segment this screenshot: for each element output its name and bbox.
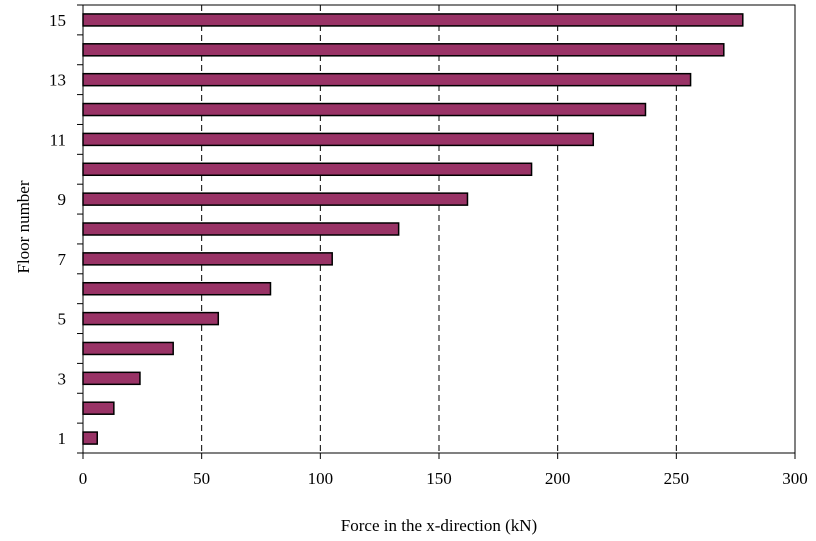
bar [82, 222, 400, 236]
bar [82, 431, 98, 445]
x-tick-labels: 0 50 100 150 200 250 300 [79, 469, 808, 488]
bar [82, 401, 115, 415]
y-tick-label: 13 [49, 71, 66, 90]
y-tick-label: 1 [58, 429, 67, 448]
bar [82, 192, 469, 206]
x-tick-label: 0 [79, 469, 88, 488]
x-tick-label: 300 [782, 469, 808, 488]
y-tick-label: 11 [50, 130, 66, 149]
bar [82, 162, 533, 177]
y-tick-label: 15 [49, 11, 66, 30]
y-tick-label: 7 [58, 250, 67, 269]
bar [82, 102, 647, 117]
x-tick-label: 200 [545, 469, 571, 488]
x-tick-label: 50 [193, 469, 210, 488]
bar [82, 371, 141, 386]
y-tick-label: 5 [58, 310, 67, 329]
bars [82, 13, 744, 445]
bar [82, 132, 595, 147]
bar [82, 72, 692, 87]
bar [82, 341, 174, 356]
y-tick-label: 9 [58, 190, 67, 209]
bar [82, 252, 333, 266]
y-axis-title: Floor number [14, 180, 33, 273]
x-tick-label: 100 [308, 469, 334, 488]
bar [82, 43, 725, 57]
bar [82, 281, 272, 296]
x-tick-label: 250 [664, 469, 690, 488]
bar [82, 311, 220, 326]
x-tick-label: 150 [426, 469, 452, 488]
y-tick-label: 3 [58, 369, 67, 388]
axes [77, 4, 796, 459]
x-axis-title: Force in the x-direction (kN) [341, 516, 537, 535]
bar [82, 13, 744, 27]
